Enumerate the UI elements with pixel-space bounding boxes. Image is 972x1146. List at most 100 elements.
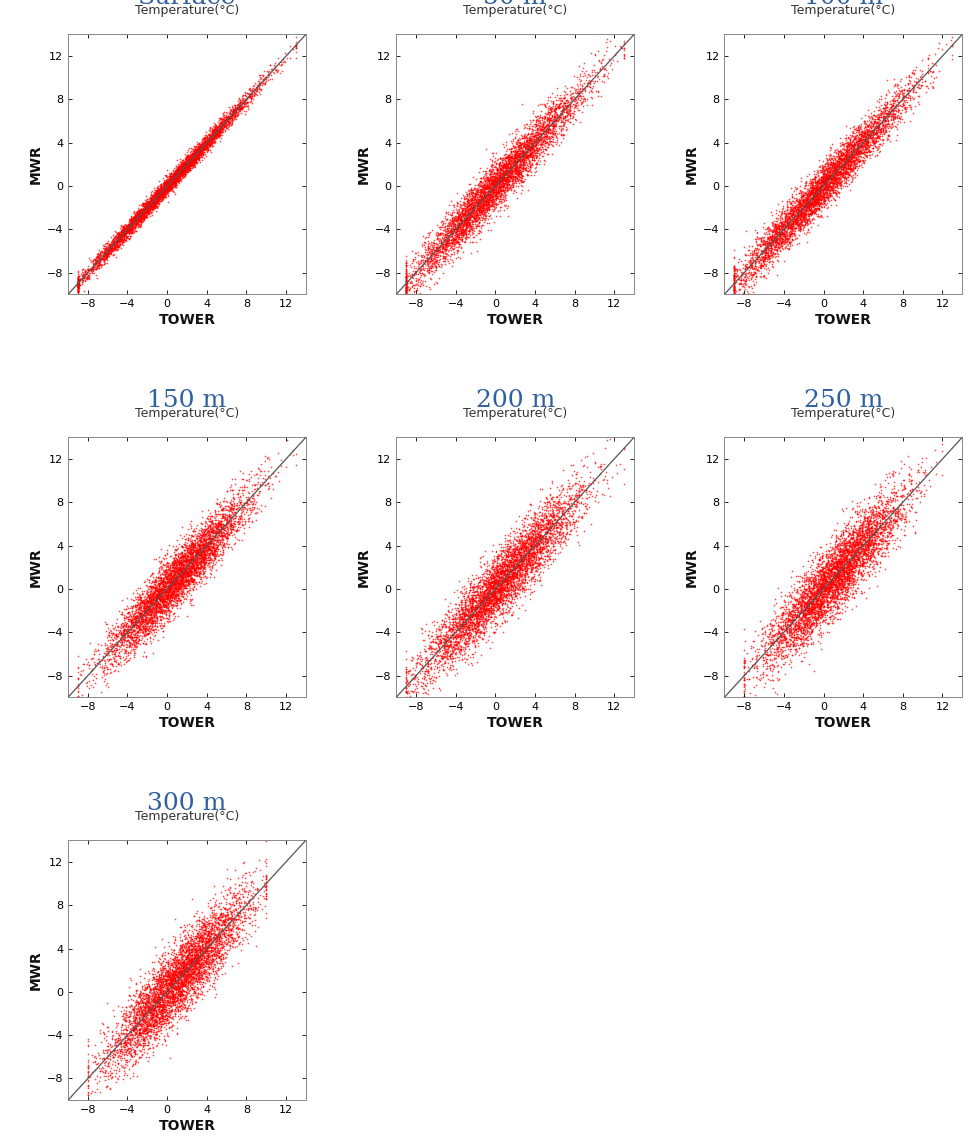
Point <box>871 121 886 140</box>
Point <box>412 264 428 282</box>
Point <box>191 947 207 965</box>
Point <box>499 172 514 190</box>
Point <box>499 158 514 176</box>
Point <box>487 168 503 187</box>
Point <box>498 578 513 596</box>
Point <box>514 151 530 170</box>
Point <box>854 529 870 548</box>
Point <box>863 540 879 558</box>
Point <box>839 555 854 573</box>
Point <box>208 562 224 580</box>
Point <box>160 588 176 606</box>
Point <box>764 206 780 225</box>
Point <box>150 182 165 201</box>
Point <box>497 150 512 168</box>
Point <box>88 256 104 274</box>
Point <box>451 642 467 660</box>
Point <box>823 588 839 606</box>
Point <box>795 598 811 617</box>
Point <box>498 163 513 181</box>
Point <box>166 941 182 959</box>
Point <box>852 519 868 537</box>
Point <box>210 513 226 532</box>
Point <box>841 564 856 582</box>
Point <box>803 590 818 609</box>
Point <box>143 1000 158 1019</box>
Point <box>469 607 484 626</box>
Point <box>133 1013 149 1031</box>
Point <box>150 191 165 210</box>
Point <box>808 165 823 183</box>
Point <box>177 957 192 975</box>
Point <box>827 171 843 189</box>
Point <box>509 531 525 549</box>
Point <box>438 665 454 683</box>
Point <box>117 614 132 633</box>
Point <box>182 959 197 978</box>
Point <box>105 631 121 650</box>
Point <box>233 495 249 513</box>
Point <box>190 140 205 158</box>
Point <box>140 202 156 220</box>
Point <box>486 176 502 195</box>
Point <box>191 539 207 557</box>
Point <box>122 220 138 238</box>
Point <box>178 576 193 595</box>
Point <box>438 644 454 662</box>
Point <box>505 152 521 171</box>
Point <box>486 587 502 605</box>
Point <box>157 185 173 203</box>
Point <box>132 209 148 227</box>
Point <box>516 147 532 165</box>
Point <box>482 178 498 196</box>
Point <box>434 228 450 246</box>
Point <box>183 154 198 172</box>
Point <box>198 134 214 152</box>
Point <box>181 150 196 168</box>
Point <box>790 618 806 636</box>
Point <box>805 198 820 217</box>
Point <box>528 521 543 540</box>
Point <box>469 226 484 244</box>
Point <box>456 613 471 631</box>
Point <box>524 140 539 158</box>
Point <box>860 503 876 521</box>
Point <box>796 605 812 623</box>
Point <box>799 198 815 217</box>
Point <box>149 188 164 206</box>
Point <box>448 234 464 252</box>
Point <box>782 622 798 641</box>
Point <box>503 154 519 172</box>
Point <box>181 550 196 568</box>
Point <box>572 87 587 105</box>
Point <box>173 562 189 580</box>
Point <box>531 517 546 535</box>
Point <box>797 565 813 583</box>
Point <box>215 123 230 141</box>
Point <box>141 201 156 219</box>
Point <box>102 244 118 262</box>
Point <box>447 198 463 217</box>
Point <box>215 905 230 924</box>
Point <box>563 520 578 539</box>
Point <box>564 91 579 109</box>
Point <box>856 127 872 146</box>
Point <box>567 462 582 480</box>
Point <box>524 527 539 545</box>
Point <box>479 599 495 618</box>
Point <box>785 633 801 651</box>
Point <box>856 542 872 560</box>
Point <box>215 915 230 933</box>
Point <box>806 185 821 203</box>
Point <box>479 586 495 604</box>
Point <box>835 556 850 574</box>
Point <box>459 210 474 228</box>
Point <box>831 171 847 189</box>
Point <box>458 210 473 228</box>
Point <box>516 143 532 162</box>
Point <box>887 463 903 481</box>
Point <box>808 185 823 203</box>
Point <box>156 583 171 602</box>
Point <box>880 502 895 520</box>
Point <box>163 566 179 584</box>
